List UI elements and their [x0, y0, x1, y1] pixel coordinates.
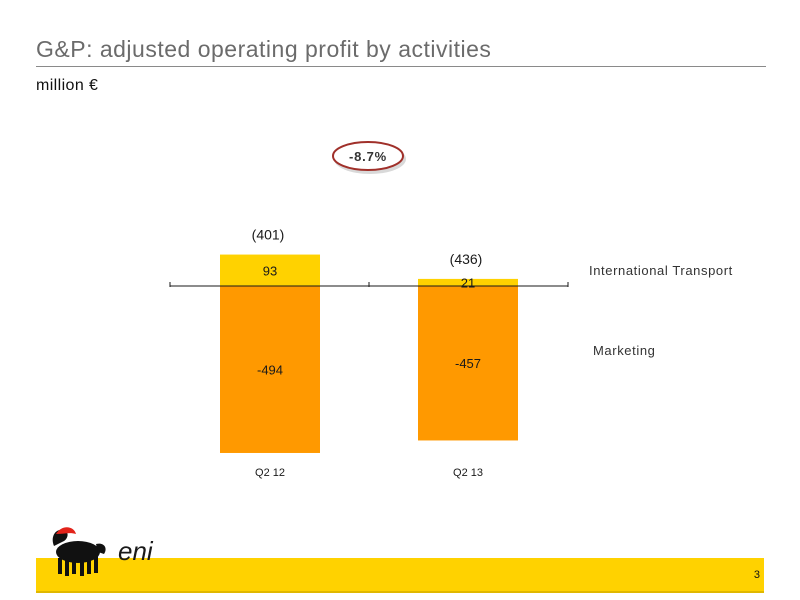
bar-marketing-0 [220, 286, 320, 453]
page-title: G&P: adjusted operating profit by activi… [36, 36, 492, 62]
change-badge [332, 141, 404, 171]
category-label-0: Q2 12 [255, 467, 285, 479]
total-label-1: (436) [450, 251, 483, 267]
change-badge-label: -8.7% [349, 149, 387, 164]
legend-label-international-transport: International Transport [589, 263, 733, 278]
data-label-1-1: -457 [455, 356, 481, 371]
bar-international-transport-1 [418, 278, 518, 286]
unit-label: million € [36, 77, 99, 94]
page-number: 3 [753, 569, 760, 581]
footer-band [36, 558, 764, 591]
bar-marketing-1 [418, 286, 518, 441]
total-label-0: (401) [252, 227, 285, 243]
data-label-0-0: 93 [263, 263, 277, 278]
footer-shadow [36, 591, 764, 593]
legend-label-marketing: Marketing [593, 343, 655, 358]
category-label-1: Q2 13 [453, 467, 483, 479]
data-label-0-1: 21 [461, 275, 475, 290]
eni-logo: eni [52, 527, 154, 576]
title-divider [36, 66, 766, 67]
bar-international-transport-0 [220, 254, 320, 286]
logo-wordmark: eni [118, 536, 154, 566]
data-label-1-0: -494 [257, 362, 283, 377]
